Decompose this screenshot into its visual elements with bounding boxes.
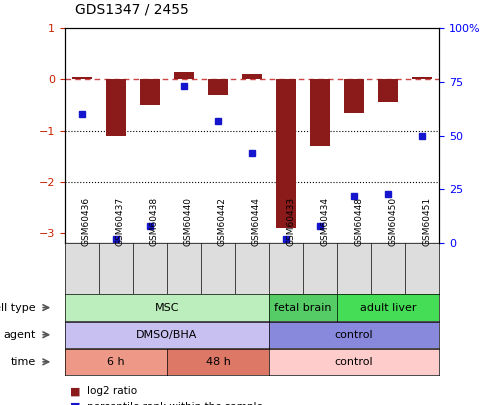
Text: GSM60450: GSM60450 <box>388 196 397 245</box>
Text: GSM60440: GSM60440 <box>184 196 193 245</box>
Text: MSC: MSC <box>155 303 179 313</box>
Text: control: control <box>335 330 373 340</box>
Text: ■: ■ <box>70 402 80 405</box>
Text: GSM60451: GSM60451 <box>422 196 431 245</box>
Text: agent: agent <box>3 330 36 340</box>
Text: cell type: cell type <box>0 303 36 313</box>
Text: GSM60436: GSM60436 <box>82 196 91 245</box>
Text: DMSO/BHA: DMSO/BHA <box>136 330 198 340</box>
Text: GSM60444: GSM60444 <box>252 197 261 245</box>
Text: 6 h: 6 h <box>107 357 125 367</box>
Bar <box>276 79 296 228</box>
Bar <box>412 77 432 79</box>
Text: percentile rank within the sample: percentile rank within the sample <box>87 402 263 405</box>
Bar <box>140 79 160 105</box>
Bar <box>242 75 262 79</box>
Text: GSM60442: GSM60442 <box>218 197 227 245</box>
Bar <box>174 72 194 79</box>
Text: 48 h: 48 h <box>206 357 231 367</box>
Bar <box>106 79 126 136</box>
Text: GSM60438: GSM60438 <box>150 196 159 245</box>
Text: log2 ratio: log2 ratio <box>87 386 137 396</box>
Text: fetal brain: fetal brain <box>274 303 332 313</box>
Text: control: control <box>335 357 373 367</box>
Text: adult liver: adult liver <box>360 303 416 313</box>
Text: time: time <box>10 357 36 367</box>
Bar <box>310 79 330 146</box>
Bar <box>344 79 364 113</box>
Text: GDS1347 / 2455: GDS1347 / 2455 <box>75 2 189 16</box>
Text: GSM60448: GSM60448 <box>354 196 363 245</box>
Bar <box>72 77 92 79</box>
Text: ■: ■ <box>70 386 80 396</box>
Bar <box>378 79 398 102</box>
Text: GSM60434: GSM60434 <box>320 196 329 245</box>
Bar <box>208 79 228 95</box>
Text: GSM60433: GSM60433 <box>286 196 295 245</box>
Text: GSM60437: GSM60437 <box>116 196 125 245</box>
